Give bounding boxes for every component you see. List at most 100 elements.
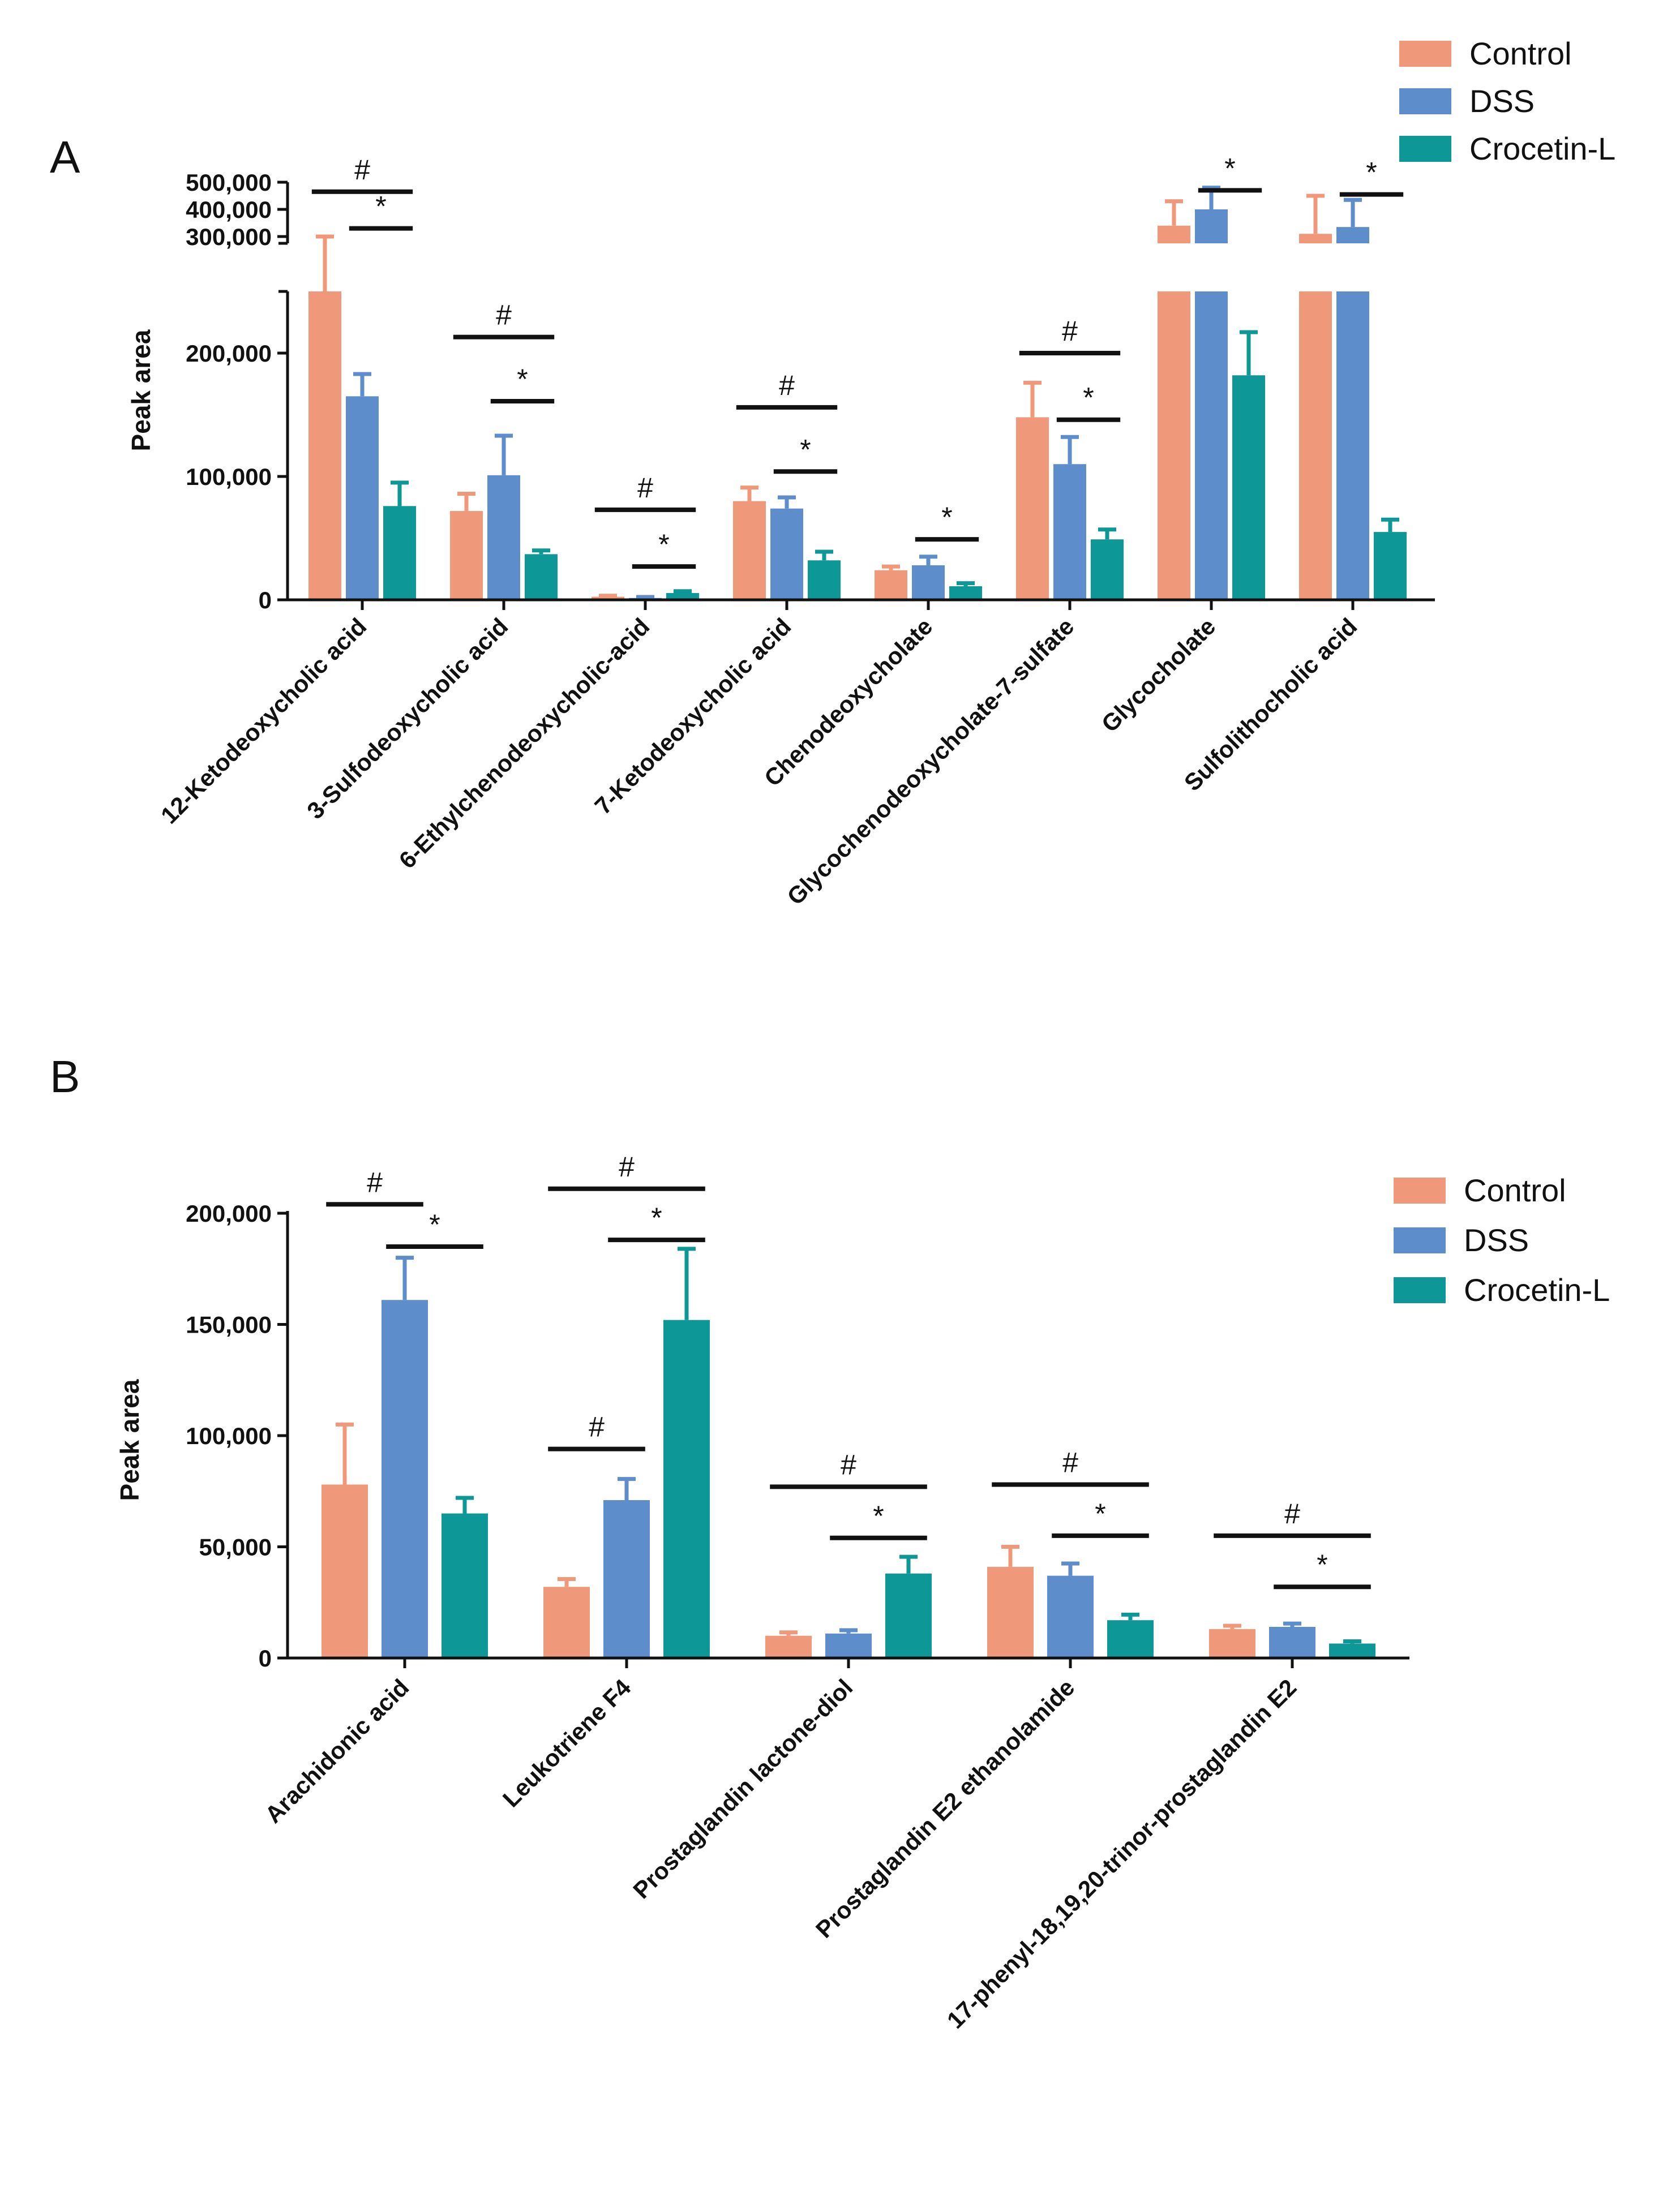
significance-star: * [429, 1209, 440, 1240]
x-label-arachidonic-acid: Arachidonic acid [260, 1674, 414, 1828]
bar-crocetin-l-arachidonic-acid [442, 1513, 488, 1658]
bar-crocetin-l-chenodeoxycholate [949, 586, 982, 600]
x-label-prostaglandin-lactone-diol: Prostaglandin lactone-diol [628, 1674, 858, 1904]
bar-dss-prostaglandin-e2-ethanolamide [1047, 1575, 1094, 1658]
bar-upper-control-glycocholate [1158, 225, 1190, 243]
significance-hash: # [1284, 1498, 1300, 1530]
significance-hash: # [589, 1411, 605, 1443]
bar-control-arachidonic-acid [322, 1484, 368, 1658]
y-tick-label: 100,000 [186, 1423, 272, 1449]
legend-label-dss: DSS [1464, 1222, 1529, 1258]
y-tick-label: 0 [259, 1645, 272, 1672]
bar-dss-glycocholate [1195, 291, 1228, 600]
bar-control-7-ketodeoxycholic-acid [733, 501, 766, 600]
bar-crocetin-l-12-ketodeoxycholic-acid [383, 506, 416, 600]
bar-dss-7-ketodeoxycholic-acid [770, 508, 803, 600]
y-axis-title-b: Peak area [115, 1379, 144, 1501]
significance-star: * [873, 1500, 884, 1532]
legend-swatch-crocetin-l [1399, 136, 1451, 162]
legend-swatch-crocetin-l [1394, 1277, 1446, 1303]
bar-crocetin-l-glycocholate [1232, 375, 1265, 600]
bar-dss-12-ketodeoxycholic-acid [346, 396, 379, 600]
significance-star: * [651, 1202, 662, 1234]
significance-hash: # [354, 154, 370, 186]
significance-star: * [1317, 1549, 1327, 1580]
legend-label-crocetin-l: Crocetin-L [1469, 131, 1615, 166]
bar-dss-chenodeoxycholate [912, 565, 945, 600]
x-label-leukotriene-f4: Leukotriene F4 [498, 1674, 636, 1812]
bar-control-sulfolithocholic-acid [1299, 291, 1332, 600]
significance-hash: # [779, 370, 795, 401]
bar-crocetin-l-6-ethylchenodeoxycholic-acid [666, 593, 699, 600]
significance-hash: # [637, 472, 653, 504]
bar-crocetin-l-3-sulfodeoxycholic-acid [525, 554, 558, 600]
bar-crocetin-l-7-ketodeoxycholic-acid [808, 560, 841, 600]
bar-upper-dss-glycocholate [1195, 209, 1228, 243]
x-label-prostaglandin-e2-ethanolamide: Prostaglandin E2 ethanolamide [811, 1674, 1080, 1943]
y-tick-label: 50,000 [199, 1534, 272, 1561]
bar-dss-3-sulfodeoxycholic-acid [487, 475, 520, 600]
bar-control-glycochenodeoxycholate-7-sulfate [1016, 417, 1049, 600]
bar-crocetin-l-leukotriene-f4 [663, 1320, 710, 1658]
significance-hash: # [1062, 1446, 1078, 1478]
legend-label-crocetin-l: Crocetin-L [1464, 1272, 1610, 1308]
significance-hash: # [1062, 315, 1078, 347]
y-tick-label: 400,000 [186, 196, 272, 223]
legend-swatch-control [1399, 41, 1451, 67]
bar-dss-arachidonic-acid [382, 1300, 428, 1658]
bar-control-glycocholate [1158, 291, 1190, 600]
bar-crocetin-l-glycochenodeoxycholate-7-sulfate [1091, 539, 1124, 600]
significance-star: * [375, 191, 386, 222]
y-tick-label: 0 [259, 587, 272, 613]
bar-dss-glycochenodeoxycholate-7-sulfate [1053, 464, 1086, 600]
legend-label-control: Control [1469, 36, 1572, 71]
bar-control-prostaglandin-lactone-diol [765, 1635, 812, 1658]
y-axis-title-a: Peak area [126, 329, 156, 451]
bar-crocetin-l-prostaglandin-e2-ethanolamide [1107, 1620, 1154, 1658]
bar-dss-sulfolithocholic-acid [1336, 291, 1369, 600]
significance-hash: # [496, 299, 512, 331]
significance-star: * [800, 433, 811, 465]
significance-star: * [1224, 152, 1235, 184]
legend-label-dss: DSS [1469, 83, 1535, 119]
bar-control-leukotriene-f4 [543, 1587, 590, 1658]
significance-hash: # [619, 1151, 635, 1183]
significance-star: * [658, 529, 669, 560]
panel-label-b: B [50, 1051, 80, 1102]
bar-control-prostaglandin-e2-ethanolamide [987, 1566, 1034, 1658]
bar-crocetin-l-prostaglandin-lactone-diol [885, 1573, 932, 1658]
panel-label-a: A [50, 132, 80, 182]
bar-dss-17-phenyl-18-19-20-trinor-prostaglandin-e2 [1269, 1626, 1315, 1658]
y-tick-label: 150,000 [186, 1312, 272, 1338]
bar-crocetin-l-17-phenyl-18-19-20-trinor-prostaglandin-e2 [1329, 1643, 1375, 1658]
legend-swatch-dss [1399, 88, 1451, 114]
bar-dss-leukotriene-f4 [603, 1500, 650, 1658]
bar-control-3-sulfodeoxycholic-acid [450, 511, 483, 600]
bar-control-chenodeoxycholate [875, 570, 907, 600]
significance-star: * [1366, 157, 1377, 188]
bar-crocetin-l-sulfolithocholic-acid [1374, 532, 1407, 600]
bar-control-12-ketodeoxycholic-acid [308, 291, 341, 600]
x-label-glycocholate: Glycocholate [1096, 613, 1221, 737]
x-label-glycochenodeoxycholate-7-sulfate: Glycochenodeoxycholate-7-sulfate [782, 613, 1079, 910]
significance-star: * [941, 501, 952, 533]
bar-upper-control-sulfolithocholic-acid [1299, 234, 1332, 243]
legend-swatch-dss [1394, 1227, 1446, 1253]
y-tick-label: 100,000 [186, 463, 272, 490]
x-label-17-phenyl-18-19-20-trinor-prostaglandin-e2: 17-phenyl-18,19,20-trinor-prostaglandin … [942, 1674, 1302, 2034]
bar-control-6-ethylchenodeoxycholic-acid [592, 596, 624, 600]
bar-dss-prostaglandin-lactone-diol [825, 1633, 872, 1658]
legend-label-control: Control [1464, 1172, 1566, 1208]
significance-star: * [517, 363, 528, 395]
y-tick-label: 200,000 [186, 340, 272, 367]
bar-control-17-phenyl-18-19-20-trinor-prostaglandin-e2 [1209, 1629, 1255, 1658]
y-tick-label: 200,000 [186, 1200, 272, 1227]
legend-swatch-control [1394, 1178, 1446, 1204]
significance-star: * [1083, 382, 1094, 414]
bar-upper-dss-sulfolithocholic-acid [1336, 227, 1369, 243]
y-tick-label: 300,000 [186, 224, 272, 250]
x-label-6-ethylchenodeoxycholic-acid: 6-Ethylchenodeoxycholic-acid [394, 613, 655, 874]
y-tick-label: 500,000 [186, 169, 272, 196]
